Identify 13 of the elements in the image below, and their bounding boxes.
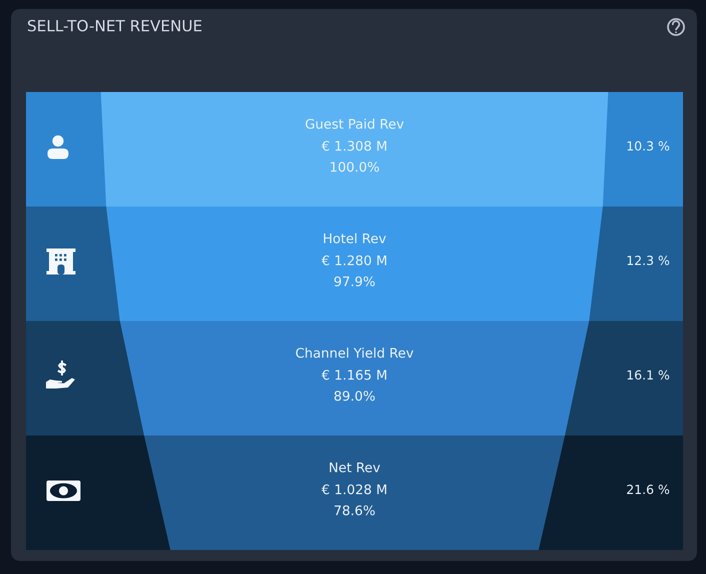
data-label: € 1.308 M	[322, 140, 386, 151]
category-label: Net Rev	[330, 462, 380, 472]
data-label: € 1.028 M	[322, 484, 386, 494]
data-label: 89.0%	[334, 390, 375, 401]
data-label: € 1.165 M	[322, 370, 386, 380]
category-label: Channel Yield Rev	[296, 348, 414, 358]
text: SELL-TO-NET REVENUE	[28, 20, 202, 32]
data-label: 78.6%	[334, 505, 375, 516]
data-label: € 1.280 M	[322, 255, 386, 266]
category-label: Guest Paid Rev	[306, 118, 404, 129]
data-label: 97.9%	[334, 276, 375, 286]
category-label: Hotel Rev	[324, 233, 386, 244]
data-label: 100.0%	[330, 162, 379, 172]
